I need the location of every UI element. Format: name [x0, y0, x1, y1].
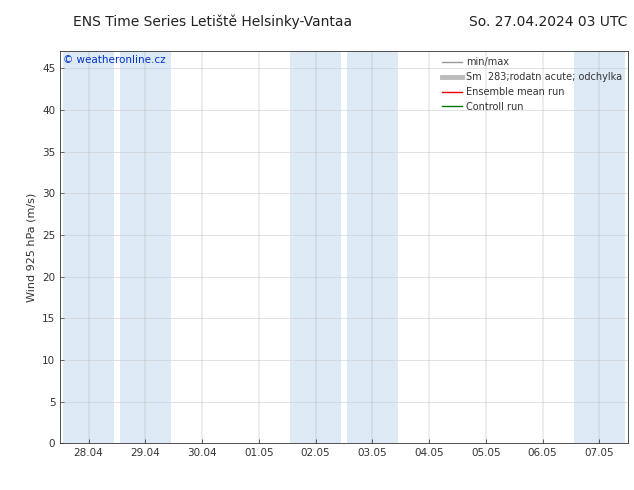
Legend: min/max, Sm  283;rodatn acute; odchylka, Ensemble mean run, Controll run: min/max, Sm 283;rodatn acute; odchylka, … — [439, 53, 626, 116]
Bar — [120, 51, 171, 443]
Text: ENS Time Series Letiště Helsinky-Vantaa: ENS Time Series Letiště Helsinky-Vantaa — [73, 15, 352, 29]
Bar — [63, 51, 114, 443]
Text: © weatheronline.cz: © weatheronline.cz — [63, 55, 165, 65]
Y-axis label: Wind 925 hPa (m/s): Wind 925 hPa (m/s) — [27, 193, 37, 302]
Bar — [347, 51, 398, 443]
Bar — [574, 51, 625, 443]
Bar — [290, 51, 341, 443]
Text: So. 27.04.2024 03 UTC: So. 27.04.2024 03 UTC — [469, 15, 628, 29]
